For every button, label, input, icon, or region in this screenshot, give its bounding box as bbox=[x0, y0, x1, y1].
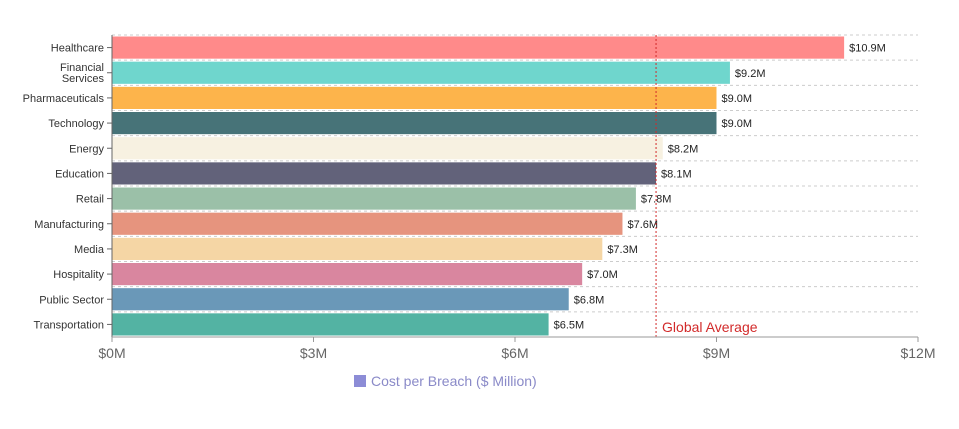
bar bbox=[112, 86, 717, 109]
category-label: Financial Services bbox=[60, 62, 105, 85]
legend-swatch[interactable] bbox=[354, 375, 366, 387]
value-label: $10.9M bbox=[849, 43, 886, 55]
axes: Healthcare Financial Services Pharmaceutica… bbox=[23, 35, 936, 361]
category-label: Hospitality bbox=[53, 269, 104, 281]
value-label: $8.1M bbox=[661, 168, 692, 180]
category-label: Media bbox=[74, 244, 105, 256]
category-label: Public Sector bbox=[39, 294, 104, 306]
bar bbox=[112, 187, 636, 210]
reference-line-group: Global Average bbox=[655, 35, 758, 337]
legend: Cost per Breach ($ Million) bbox=[354, 373, 537, 389]
value-label: $9.2M bbox=[735, 68, 766, 80]
bar bbox=[112, 237, 603, 260]
x-tick-label: $3M bbox=[300, 345, 327, 361]
reference-line-label: Global Average bbox=[662, 319, 758, 335]
bar bbox=[112, 313, 549, 336]
category-label: Pharmaceuticals bbox=[23, 93, 105, 105]
value-label: $8.2M bbox=[668, 143, 699, 155]
x-tick-label: $9M bbox=[703, 345, 730, 361]
x-tick-label: $6M bbox=[501, 345, 528, 361]
category-label: Energy bbox=[69, 143, 104, 155]
bar bbox=[112, 112, 717, 135]
value-label: $6.5M bbox=[554, 319, 585, 331]
value-label: $7.6M bbox=[627, 219, 658, 231]
category-label: Manufacturing bbox=[34, 219, 104, 231]
category-label: Transportation bbox=[33, 319, 104, 331]
value-label: $9.0M bbox=[722, 118, 753, 130]
bar bbox=[112, 137, 663, 160]
category-label: Retail bbox=[76, 194, 104, 206]
bar bbox=[112, 36, 845, 59]
value-label: $6.8M bbox=[574, 294, 605, 306]
bar bbox=[112, 263, 583, 286]
category-label: Education bbox=[55, 168, 104, 180]
value-label: $7.0M bbox=[587, 269, 618, 281]
x-tick-label: $12M bbox=[900, 345, 935, 361]
bar bbox=[112, 288, 569, 311]
category-label: Healthcare bbox=[51, 43, 104, 55]
bar bbox=[112, 61, 730, 84]
bar bbox=[112, 162, 657, 185]
legend-label[interactable]: Cost per Breach ($ Million) bbox=[371, 373, 537, 389]
value-label: $9.0M bbox=[722, 93, 753, 105]
bar bbox=[112, 212, 623, 235]
x-tick-label: $0M bbox=[98, 345, 125, 361]
value-label: $7.3M bbox=[607, 244, 638, 256]
category-label: Technology bbox=[48, 118, 104, 130]
bars: $10.9M$9.2M$9.0M$9.0M$8.2M$8.1M$7.8M$7.6… bbox=[112, 36, 886, 336]
